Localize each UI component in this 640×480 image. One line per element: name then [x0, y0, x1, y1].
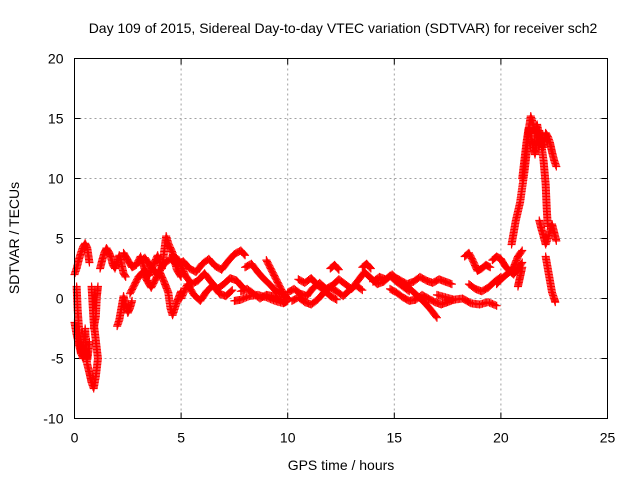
y-axis-label: SDTVAR / TECUs — [6, 182, 22, 294]
data-point — [93, 282, 102, 291]
data-point — [240, 250, 249, 259]
data-point — [334, 265, 343, 274]
data-point — [551, 298, 560, 307]
data-point — [128, 296, 137, 305]
data-point — [492, 301, 501, 310]
x-tick-label: 5 — [177, 430, 185, 446]
data-point — [241, 251, 250, 260]
data-point — [447, 280, 456, 289]
y-tick-label: -10 — [43, 411, 63, 427]
plot-frame — [74, 58, 608, 419]
y-tick-label: 10 — [48, 171, 64, 187]
x-tick-labels: 0 5 10 15 20 25 — [71, 430, 616, 446]
data-point — [366, 264, 375, 273]
data-point — [432, 313, 441, 322]
data-point — [332, 295, 341, 304]
x-tick-label: 0 — [71, 430, 79, 446]
data-point — [552, 162, 561, 171]
data-point — [432, 312, 441, 321]
data-point — [239, 249, 248, 258]
data-points — [70, 112, 561, 393]
x-tick-label: 25 — [600, 430, 616, 446]
data-point — [518, 246, 527, 255]
grid-lines — [74, 58, 608, 419]
data-point — [365, 263, 374, 272]
x-tick-label: 10 — [280, 430, 296, 446]
x-tick-label: 20 — [493, 430, 509, 446]
data-point — [358, 286, 367, 295]
y-tick-label: 5 — [56, 231, 64, 247]
data-point — [120, 271, 129, 280]
y-tick-label: 0 — [56, 291, 64, 307]
data-point — [365, 262, 374, 271]
data-point — [517, 247, 526, 256]
data-point — [228, 286, 237, 295]
data-point — [282, 293, 291, 302]
data-point — [85, 337, 94, 346]
data-point — [486, 263, 495, 272]
data-point — [518, 263, 527, 272]
data-point — [331, 294, 340, 303]
data-point — [552, 236, 561, 245]
chart-title: Day 109 of 2015, Sidereal Day-to-day VTE… — [89, 20, 598, 36]
data-point — [85, 258, 94, 267]
data-point — [281, 292, 290, 301]
data-point — [334, 264, 343, 273]
data-point — [121, 272, 130, 281]
data-point — [333, 263, 342, 272]
y-tick-labels: -10 -5 0 5 10 15 20 — [43, 51, 63, 427]
x-tick-label: 15 — [387, 430, 403, 446]
y-tick-label: -5 — [51, 351, 64, 367]
y-tick-label: 20 — [48, 51, 64, 67]
x-axis-label: GPS time / hours — [288, 457, 395, 473]
data-point — [357, 285, 366, 294]
y-tick-label: 15 — [48, 111, 64, 127]
data-point — [227, 287, 236, 296]
